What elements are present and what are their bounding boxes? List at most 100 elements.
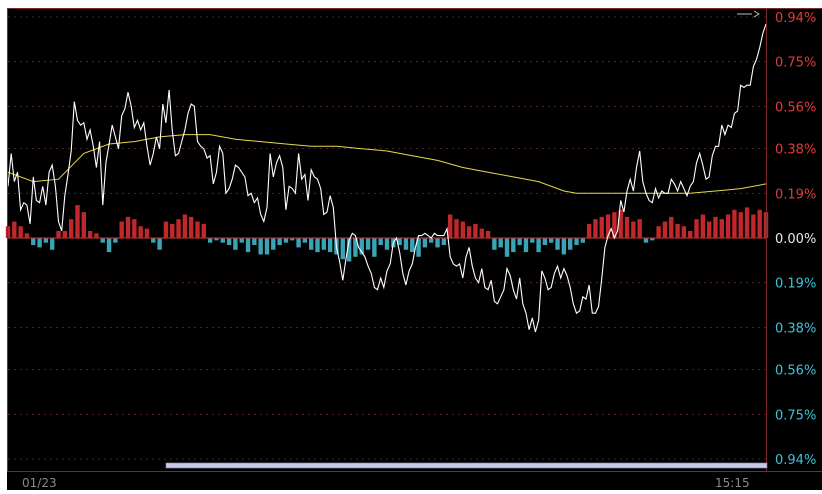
volume-bar-down — [378, 238, 383, 246]
volume-bar-down — [31, 238, 36, 246]
y-tick-label: 0.94% — [775, 11, 816, 26]
volume-bar-down — [302, 238, 308, 243]
volume-bar-down — [106, 238, 112, 253]
grid-lines — [8, 16, 766, 460]
volume-bar-up — [706, 221, 712, 238]
x-label-start: 01/23 — [22, 476, 57, 490]
volume-bar-up — [479, 228, 484, 238]
volume-bar-up — [62, 230, 68, 238]
volume-bar-down — [567, 238, 573, 250]
price-line — [7, 23, 767, 333]
y-tick-label: 0.56% — [775, 100, 816, 115]
volume-bar-down — [372, 238, 377, 257]
volume-bar-down — [157, 238, 162, 250]
y-tick-label: 0.38% — [775, 143, 816, 158]
volume-bar-up — [125, 216, 131, 238]
volume-bar-down — [492, 238, 497, 250]
volume-bar-up — [700, 214, 706, 238]
volume-bar-up — [87, 230, 93, 238]
volume-bar-up — [81, 212, 86, 238]
volume-bar-down — [233, 238, 238, 250]
time-axis-band — [7, 472, 822, 490]
x-label-end: 15:15 — [715, 476, 750, 490]
volume-bar-down — [214, 238, 219, 241]
volume-bar-down — [296, 238, 301, 248]
volume-bar-up — [94, 233, 99, 238]
volume-bar-up — [447, 214, 453, 238]
volume-bar-down — [504, 238, 510, 257]
volume-bar-down — [258, 238, 263, 255]
volume-bar-up — [631, 221, 636, 238]
volume-bar-down — [290, 238, 295, 241]
volume-bar-down — [245, 238, 251, 253]
volume-bar-down — [207, 238, 213, 243]
volume-bar-up — [612, 212, 617, 238]
volume-bar-up — [454, 219, 459, 238]
volume-bar-down — [315, 238, 320, 253]
volume-bar-up — [182, 214, 188, 238]
y-tick-label: 0.19% — [775, 187, 816, 202]
volume-bar-down — [650, 238, 655, 241]
y-tick-label: 0.94% — [775, 453, 816, 468]
volume-bar-up — [195, 221, 200, 238]
y-tick-label: 0.00% — [775, 232, 816, 247]
y-tick-label: 0.38% — [775, 321, 816, 336]
volume-bar-down — [549, 238, 554, 243]
volume-bar-down — [542, 238, 548, 246]
volume-bar-down — [643, 238, 649, 243]
y-tick-label: 0.75% — [775, 408, 816, 423]
volume-bar-down — [283, 238, 289, 243]
volume-bar-up — [586, 223, 592, 238]
volume-bar-down — [511, 238, 516, 253]
volume-bar-up — [68, 219, 74, 238]
volume-bar-up — [473, 223, 478, 238]
volume-bar-up — [681, 226, 687, 238]
volume-bar-up — [144, 228, 150, 238]
volume-bar-down — [309, 238, 314, 250]
volume-bar-down — [441, 238, 447, 246]
volume-bar-down — [50, 238, 55, 250]
volume-bar-up — [593, 219, 598, 238]
volume-bar-down — [422, 238, 428, 248]
volume-bar-up — [719, 219, 724, 238]
volume-bar-down — [226, 238, 232, 246]
volume-bar-up — [732, 209, 737, 238]
volume-bar-up — [751, 214, 756, 238]
volume-bar-down — [43, 238, 49, 243]
volume-bar-down — [327, 238, 333, 253]
volume-bar-up — [163, 221, 169, 238]
volume-bar-down — [37, 238, 42, 248]
volume-bar-up — [460, 221, 465, 238]
plot-background — [7, 8, 822, 472]
volume-bar-up — [694, 219, 699, 238]
volume-bar-up — [618, 209, 623, 238]
scrollbar[interactable] — [165, 462, 768, 469]
volume-bar-up — [713, 216, 718, 238]
volume-bar-down — [574, 238, 579, 246]
volume-bar-down — [384, 238, 390, 250]
volume-bar-down — [517, 238, 522, 246]
volume-bar-up — [132, 219, 137, 238]
y-tick-label: 0.56% — [775, 364, 816, 379]
volume-bar-up — [688, 230, 693, 238]
volume-bar-down — [100, 238, 105, 243]
volume-bar-down — [264, 238, 270, 255]
volume-bar-up — [466, 226, 472, 238]
volume-bar-down — [580, 238, 586, 243]
corner-arrow-icon[interactable] — [737, 10, 760, 18]
volume-bar-up — [176, 219, 181, 238]
volume-bar-down — [321, 238, 327, 250]
volume-bar-up — [757, 209, 762, 238]
volume-bar-up — [56, 230, 61, 238]
volume-bar-up — [75, 205, 80, 238]
volume-bar-down — [359, 238, 364, 255]
y-axis-labels: 0.94% 0.75% 0.56% 0.38% 0.19% 0.00% 0.19% 0.38%… — [775, 11, 816, 468]
volume-bar-up — [138, 226, 143, 238]
volume-bar-down — [429, 238, 434, 243]
volume-bar-up — [12, 221, 17, 238]
volume-bar-down — [113, 238, 118, 243]
volume-bar-up — [656, 226, 661, 238]
y-tick-label: 0.75% — [775, 56, 816, 71]
